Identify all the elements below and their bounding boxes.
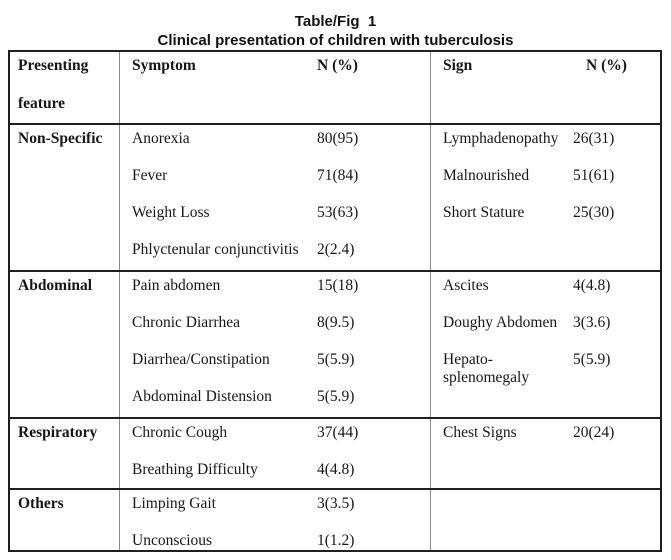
symptom-value: 3(3.5)	[317, 495, 355, 512]
header-cell-symptom: Symptom N (%)	[120, 52, 431, 123]
symptom-name: Pain abdomen	[132, 277, 221, 294]
symptom-value: 5(5.9)	[317, 388, 355, 405]
symptom-row: Phlyctenular conjunctivitis 2(2.4)	[132, 241, 430, 270]
header-sign-n-label: N (%)	[586, 57, 627, 74]
category-label: Abdominal	[10, 272, 120, 417]
symptom-row: Breathing Difficulty 4(4.8)	[132, 461, 430, 488]
sign-name: Lymphadenopathy	[443, 130, 559, 147]
sign-row: Lymphadenopathy 26(31)	[443, 130, 660, 167]
header-symptom-line: Symptom N (%)	[132, 57, 430, 94]
clinical-presentation-table: Presenting feature Symptom N (%) Sign N …	[8, 50, 662, 552]
symptom-name: Unconscious	[132, 532, 213, 549]
symptom-name: Diarrhea/Constipation	[132, 351, 270, 368]
symptom-cell: Limping Gait 3(3.5) Unconscious 1(1.2)	[120, 490, 431, 550]
sign-value: 26(31)	[573, 130, 615, 147]
sign-cell: Chest Signs 20(24)	[431, 419, 660, 488]
sign-row: Hepato-splenomegaly 5(5.9)	[443, 351, 660, 388]
sign-value: 3(3.6)	[573, 314, 611, 331]
symptom-value: 80(95)	[317, 130, 359, 147]
category-label: Others	[10, 490, 120, 550]
symptom-row: Weight Loss 53(63)	[132, 204, 430, 241]
symptom-name: Chronic Diarrhea	[132, 314, 241, 331]
section-abdominal: Abdominal Pain abdomen 15(18) Chronic Di…	[10, 270, 660, 417]
section-respiratory: Respiratory Chronic Cough 37(44) Breathi…	[10, 417, 660, 488]
sign-row: Doughy Abdomen 3(3.6)	[443, 314, 660, 351]
sign-cell: Ascites 4(4.8) Doughy Abdomen 3(3.6) Hep…	[431, 272, 660, 417]
header-cell-sign: Sign N (%)	[431, 52, 660, 123]
sign-cell	[431, 490, 660, 550]
symptom-row: Chronic Diarrhea 8(9.5)	[132, 314, 430, 351]
table-header-row: Presenting feature Symptom N (%) Sign N …	[10, 52, 660, 123]
header-symptom-label: Symptom	[132, 57, 196, 74]
symptom-value: 4(4.8)	[317, 461, 355, 478]
symptom-value: 71(84)	[317, 167, 359, 184]
symptom-value: 5(5.9)	[317, 351, 355, 368]
symptom-row: Diarrhea/Constipation 5(5.9)	[132, 351, 430, 388]
symptom-row: Chronic Cough 37(44)	[132, 424, 430, 461]
symptom-name: Phlyctenular conjunctivitis	[132, 241, 299, 258]
table-subtitle: Clinical presentation of children with t…	[157, 32, 514, 49]
sign-value: 20(24)	[573, 424, 615, 441]
sign-value: 4(4.8)	[573, 277, 611, 294]
header-feature: feature	[18, 95, 66, 112]
sign-name: Ascites	[443, 277, 489, 294]
symptom-row: Limping Gait 3(3.5)	[132, 495, 430, 532]
symptom-value: 8(9.5)	[317, 314, 355, 331]
symptom-name: Breathing Difficulty	[132, 461, 258, 478]
symptom-row: Abdominal Distension 5(5.9)	[132, 388, 430, 417]
header-sign-line: Sign N (%)	[443, 57, 660, 94]
category-label: Respiratory	[10, 419, 120, 488]
sign-value: 5(5.9)	[573, 351, 611, 368]
symptom-name: Fever	[132, 167, 168, 184]
symptom-name: Limping Gait	[132, 495, 216, 512]
title-block: Table/Fig 1 Clinical presentation of chi…	[0, 12, 671, 50]
symptom-value: 37(44)	[317, 424, 359, 441]
sign-value: 51(61)	[573, 167, 615, 184]
category-label: Non-Specific	[10, 125, 120, 270]
sign-name: Hepato-splenomegaly	[443, 351, 530, 386]
section-others: Others Limping Gait 3(3.5) Unconscious 1…	[10, 488, 660, 550]
symptom-value: 15(18)	[317, 277, 359, 294]
sign-name: Malnourished	[443, 167, 530, 184]
sign-row: Ascites 4(4.8)	[443, 277, 660, 314]
sign-name: Short Stature	[443, 204, 525, 221]
symptom-cell: Chronic Cough 37(44) Breathing Difficult…	[120, 419, 431, 488]
sign-cell: Lymphadenopathy 26(31) Malnourished 51(6…	[431, 125, 660, 270]
sign-name: Chest Signs	[443, 424, 517, 441]
sign-row: Malnourished 51(61)	[443, 167, 660, 204]
symptom-row: Pain abdomen 15(18)	[132, 277, 430, 314]
table-number-title: Table/Fig 1	[294, 13, 377, 30]
sign-row: Short Stature 25(30)	[443, 204, 660, 241]
symptom-cell: Anorexia 80(95) Fever 71(84) Weight Loss…	[120, 125, 431, 270]
header-cell-presenting-feature: Presenting feature	[10, 52, 120, 123]
header-symptom-n-label: N (%)	[317, 57, 358, 74]
symptom-row: Anorexia 80(95)	[132, 130, 430, 167]
header-sign-label: Sign	[443, 57, 473, 74]
symptom-row: Fever 71(84)	[132, 167, 430, 204]
sign-row: Chest Signs 20(24)	[443, 424, 660, 461]
symptom-name: Anorexia	[132, 130, 190, 147]
symptom-name: Chronic Cough	[132, 424, 228, 441]
header-presenting: Presenting	[18, 57, 89, 74]
symptom-value: 53(63)	[317, 204, 359, 221]
symptom-name: Abdominal Distension	[132, 388, 272, 405]
sign-value: 25(30)	[573, 204, 615, 221]
symptom-value: 1(1.2)	[317, 532, 355, 549]
section-non-specific: Non-Specific Anorexia 80(95) Fever 71(84…	[10, 123, 660, 270]
symptom-cell: Pain abdomen 15(18) Chronic Diarrhea 8(9…	[120, 272, 431, 417]
symptom-value: 2(2.4)	[317, 241, 355, 258]
symptom-name: Weight Loss	[132, 204, 210, 221]
sign-name: Doughy Abdomen	[443, 314, 558, 331]
symptom-row: Unconscious 1(1.2)	[132, 532, 430, 550]
